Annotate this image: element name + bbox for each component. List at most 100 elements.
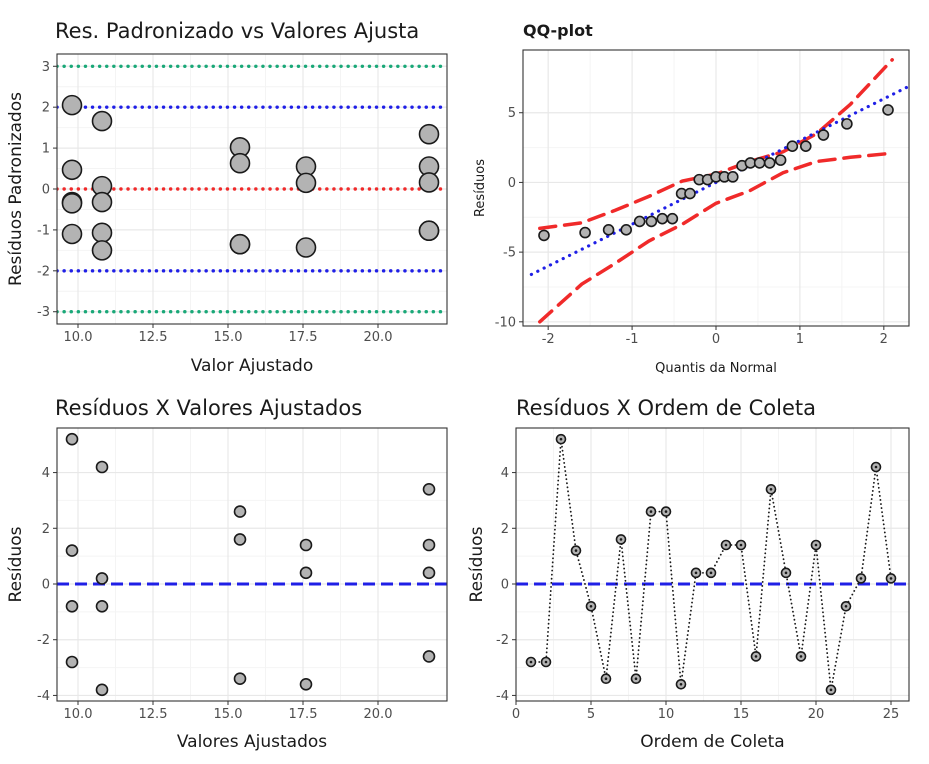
data-point-center bbox=[844, 604, 848, 608]
data-point bbox=[774, 154, 787, 166]
panel-order: 0 5 10 15 20 25 -4 -2 0 2 4 Resíduos X Ordem de Col… bbox=[467, 396, 910, 752]
confidence-band-lower bbox=[538, 151, 894, 324]
x-tick-label: 10.0 bbox=[64, 707, 93, 722]
data-point bbox=[299, 538, 313, 552]
data-point bbox=[799, 140, 812, 152]
data-point bbox=[882, 104, 894, 116]
x-tick-label: 12.5 bbox=[139, 330, 168, 345]
x-tick-label: 10 bbox=[658, 707, 675, 722]
y-tick-label: -4 bbox=[37, 689, 50, 704]
data-point bbox=[299, 677, 313, 691]
data-point bbox=[95, 572, 109, 585]
data-point bbox=[229, 233, 251, 255]
data-point bbox=[233, 533, 247, 546]
data-point bbox=[65, 655, 79, 669]
data-point bbox=[817, 129, 830, 141]
data-point bbox=[418, 123, 440, 145]
data-point-center bbox=[724, 543, 728, 547]
y-tick-label: 3 bbox=[42, 60, 50, 75]
y-tick-label: 4 bbox=[501, 466, 509, 481]
data-point bbox=[726, 171, 739, 183]
x-tick-label: 2 bbox=[880, 332, 888, 347]
panel-background bbox=[57, 428, 447, 701]
data-point bbox=[295, 172, 317, 194]
data-point bbox=[91, 222, 113, 244]
data-point bbox=[95, 460, 109, 474]
y-tick-label: -10 bbox=[495, 315, 516, 330]
data-point bbox=[620, 224, 633, 236]
data-point-center bbox=[739, 543, 743, 547]
y-tick-label: 0 bbox=[501, 578, 509, 593]
x-tick-label: 5 bbox=[587, 707, 595, 722]
x-tick-label: 20 bbox=[808, 707, 825, 722]
data-point-center bbox=[694, 571, 698, 575]
data-point bbox=[538, 229, 550, 242]
y-tick-label: 2 bbox=[42, 522, 50, 537]
data-point bbox=[418, 172, 440, 193]
data-point-center bbox=[769, 487, 773, 491]
data-point-center bbox=[784, 571, 788, 575]
x-tick-label: 10.0 bbox=[64, 330, 93, 345]
x-tick-label: 20.0 bbox=[364, 707, 393, 722]
x-tick-label: 0 bbox=[712, 332, 720, 347]
data-point-center bbox=[544, 660, 548, 664]
x-axis-label: Valores Ajustados bbox=[177, 732, 327, 752]
y-axis-label: Resíduos bbox=[6, 526, 26, 602]
chart-title: QQ-plot bbox=[523, 21, 593, 40]
x-tick-label: 17.5 bbox=[289, 330, 318, 345]
data-point-center bbox=[889, 577, 893, 580]
y-tick-label: 2 bbox=[501, 522, 509, 537]
data-point bbox=[91, 110, 113, 132]
data-point-center bbox=[799, 655, 803, 658]
data-point-center bbox=[649, 510, 653, 513]
qq-reference-line bbox=[529, 84, 909, 277]
data-point-center bbox=[859, 577, 863, 580]
data-point bbox=[95, 599, 109, 613]
chart-title: Resíduos X Valores Ajustados bbox=[55, 396, 362, 420]
chart-title: Res. Padronizado vs Valores Ajusta bbox=[55, 19, 419, 43]
x-axis-label: Ordem de Coleta bbox=[640, 732, 784, 752]
plot-area bbox=[529, 58, 909, 324]
y-tick-label: 0 bbox=[508, 176, 516, 191]
y-axis-label: Resíduos bbox=[473, 159, 488, 217]
data-point bbox=[61, 94, 83, 116]
y-tick-label: 0 bbox=[42, 183, 50, 198]
x-tick-label: 15.0 bbox=[214, 330, 243, 345]
data-point bbox=[229, 152, 251, 174]
x-tick-label: 1 bbox=[796, 332, 804, 347]
y-tick-label: -2 bbox=[37, 264, 50, 279]
data-point-center bbox=[604, 677, 608, 681]
data-point-center bbox=[589, 604, 593, 608]
plot-area bbox=[57, 432, 447, 697]
y-tick-label: 2 bbox=[42, 101, 50, 116]
x-tick-label: 0 bbox=[512, 707, 520, 722]
x-tick-label: -2 bbox=[542, 332, 555, 347]
plot-area bbox=[516, 433, 909, 696]
data-point bbox=[666, 212, 679, 225]
panel-background bbox=[516, 428, 909, 701]
x-tick-label: 12.5 bbox=[139, 707, 168, 722]
data-point bbox=[841, 118, 853, 130]
y-tick-label: 1 bbox=[42, 142, 50, 157]
data-point bbox=[422, 538, 436, 552]
data-point-center bbox=[679, 682, 683, 686]
data-point bbox=[579, 226, 591, 239]
data-point bbox=[422, 566, 436, 580]
panel-resfit: 10.0 12.5 15.0 17.5 20.0 -4 -2 0 2 4 Resíduos X Va… bbox=[6, 396, 448, 752]
x-tick-label: 17.5 bbox=[289, 707, 318, 722]
x-axis-label: Quantis da Normal bbox=[655, 361, 777, 376]
data-point bbox=[61, 223, 83, 245]
data-point-center bbox=[619, 538, 623, 541]
data-point bbox=[91, 191, 113, 213]
data-point bbox=[422, 482, 436, 496]
plot-area bbox=[57, 64, 447, 314]
data-point-center bbox=[574, 549, 578, 552]
data-point bbox=[753, 157, 766, 169]
data-point bbox=[65, 544, 79, 557]
y-tick-label: -2 bbox=[496, 633, 509, 648]
data-point-center bbox=[754, 655, 758, 658]
x-tick-label: 20.0 bbox=[364, 330, 393, 345]
data-point bbox=[763, 157, 776, 169]
